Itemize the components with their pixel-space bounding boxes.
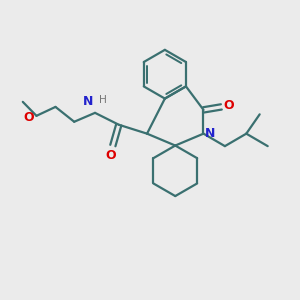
Text: N: N xyxy=(83,95,94,108)
Text: H: H xyxy=(100,94,107,104)
Text: N: N xyxy=(205,127,215,140)
Text: O: O xyxy=(224,99,234,112)
Text: O: O xyxy=(23,111,34,124)
Text: O: O xyxy=(105,149,116,162)
